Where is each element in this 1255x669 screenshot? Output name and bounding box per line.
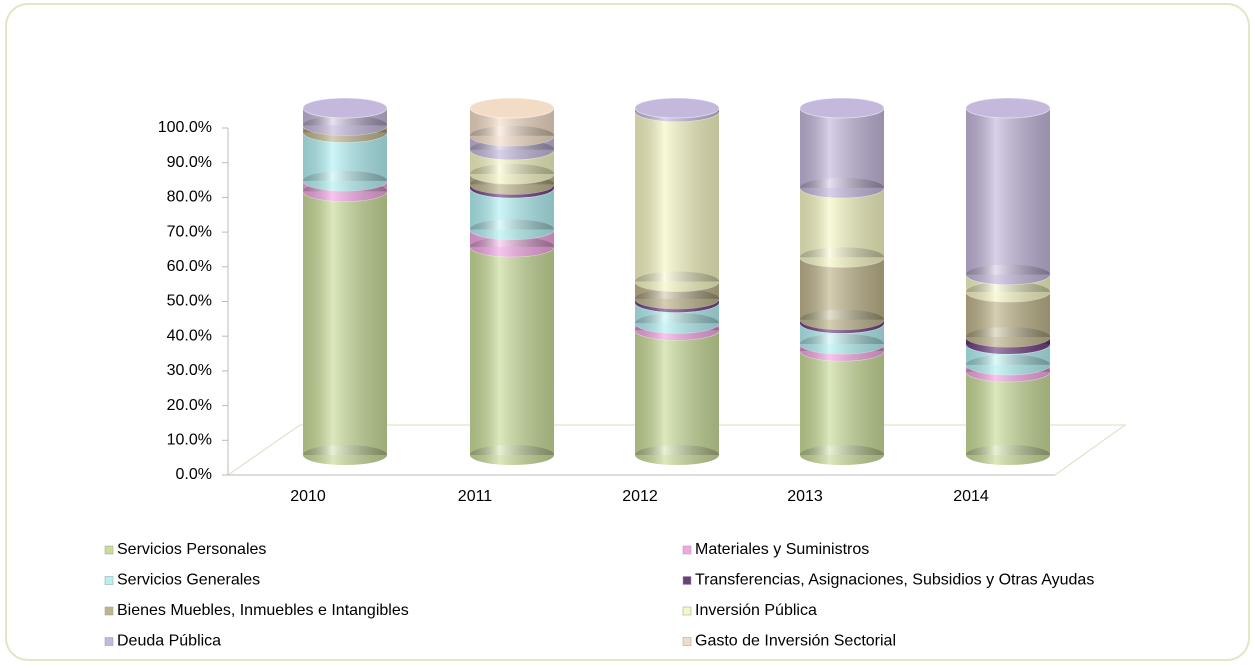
cylinder-segment — [634, 97, 720, 122]
y-tick-label: 60.0% — [167, 258, 212, 275]
segment-top — [469, 97, 555, 119]
legend-swatch — [104, 606, 114, 616]
x-tick-label: 2012 — [622, 488, 658, 505]
x-tick-label: 2010 — [290, 488, 326, 505]
y-tick-label: 70.0% — [167, 223, 212, 240]
legend-swatch — [682, 576, 692, 585]
y-tick-label: 80.0% — [167, 189, 212, 206]
segment-top — [302, 97, 388, 119]
legend-label: Transferencias, Asignaciones, Subsidios … — [695, 572, 1094, 589]
x-tick-label: 2011 — [458, 488, 493, 505]
cylinder-segment — [469, 236, 555, 465]
segment-shade — [800, 108, 884, 188]
segment-shade — [635, 111, 719, 282]
cylinder-segment — [302, 97, 388, 136]
legend-label: Gasto de Inversión Sectorial — [695, 633, 896, 650]
y-tick-label: 100.0% — [158, 119, 212, 136]
legend-swatch — [104, 576, 114, 585]
legend-swatch — [682, 637, 692, 646]
legend-label: Bienes Muebles, Inmuebles e Intangibles — [117, 602, 409, 619]
x-tick-label: 2013 — [787, 488, 823, 505]
legend-label: Materiales y Suministros — [695, 541, 869, 558]
segment-top — [634, 97, 720, 119]
legend-swatch — [104, 545, 114, 555]
segment-top — [965, 97, 1051, 119]
segment-top — [799, 97, 885, 119]
segment-shade — [800, 187, 884, 258]
y-tick-label: 0.0% — [176, 466, 212, 483]
y-tick-label: 90.0% — [167, 154, 212, 171]
segment-shade — [303, 191, 387, 455]
segment-shade — [635, 330, 719, 455]
cylinder-segment — [634, 100, 720, 292]
cylinder-segment — [965, 97, 1051, 285]
cylinder-segment — [965, 361, 1051, 465]
y-tick-label: 10.0% — [167, 432, 212, 449]
legend-label: Servicios Generales — [117, 572, 260, 589]
legend-label: Deuda Pública — [117, 633, 221, 650]
segment-shade — [470, 246, 554, 455]
cylinder-segment — [469, 97, 555, 146]
legend-swatch — [682, 545, 692, 555]
legend-label: Inversión Pública — [695, 602, 817, 619]
cylinder-segment — [302, 180, 388, 465]
x-tick-label: 2014 — [953, 488, 989, 505]
y-tick-label: 50.0% — [167, 293, 212, 310]
cylinder-segment — [799, 97, 885, 198]
segment-shade — [966, 371, 1050, 455]
y-tick-label: 30.0% — [167, 362, 212, 379]
legend-label: Servicios Personales — [117, 541, 266, 558]
y-tick-label: 20.0% — [167, 397, 212, 414]
segment-shade — [800, 350, 884, 455]
segment-shade — [966, 108, 1050, 275]
cylinder-segment — [634, 319, 720, 465]
legend-swatch — [104, 637, 114, 646]
y-tick-label: 40.0% — [167, 327, 212, 344]
legend-swatch — [682, 606, 692, 616]
